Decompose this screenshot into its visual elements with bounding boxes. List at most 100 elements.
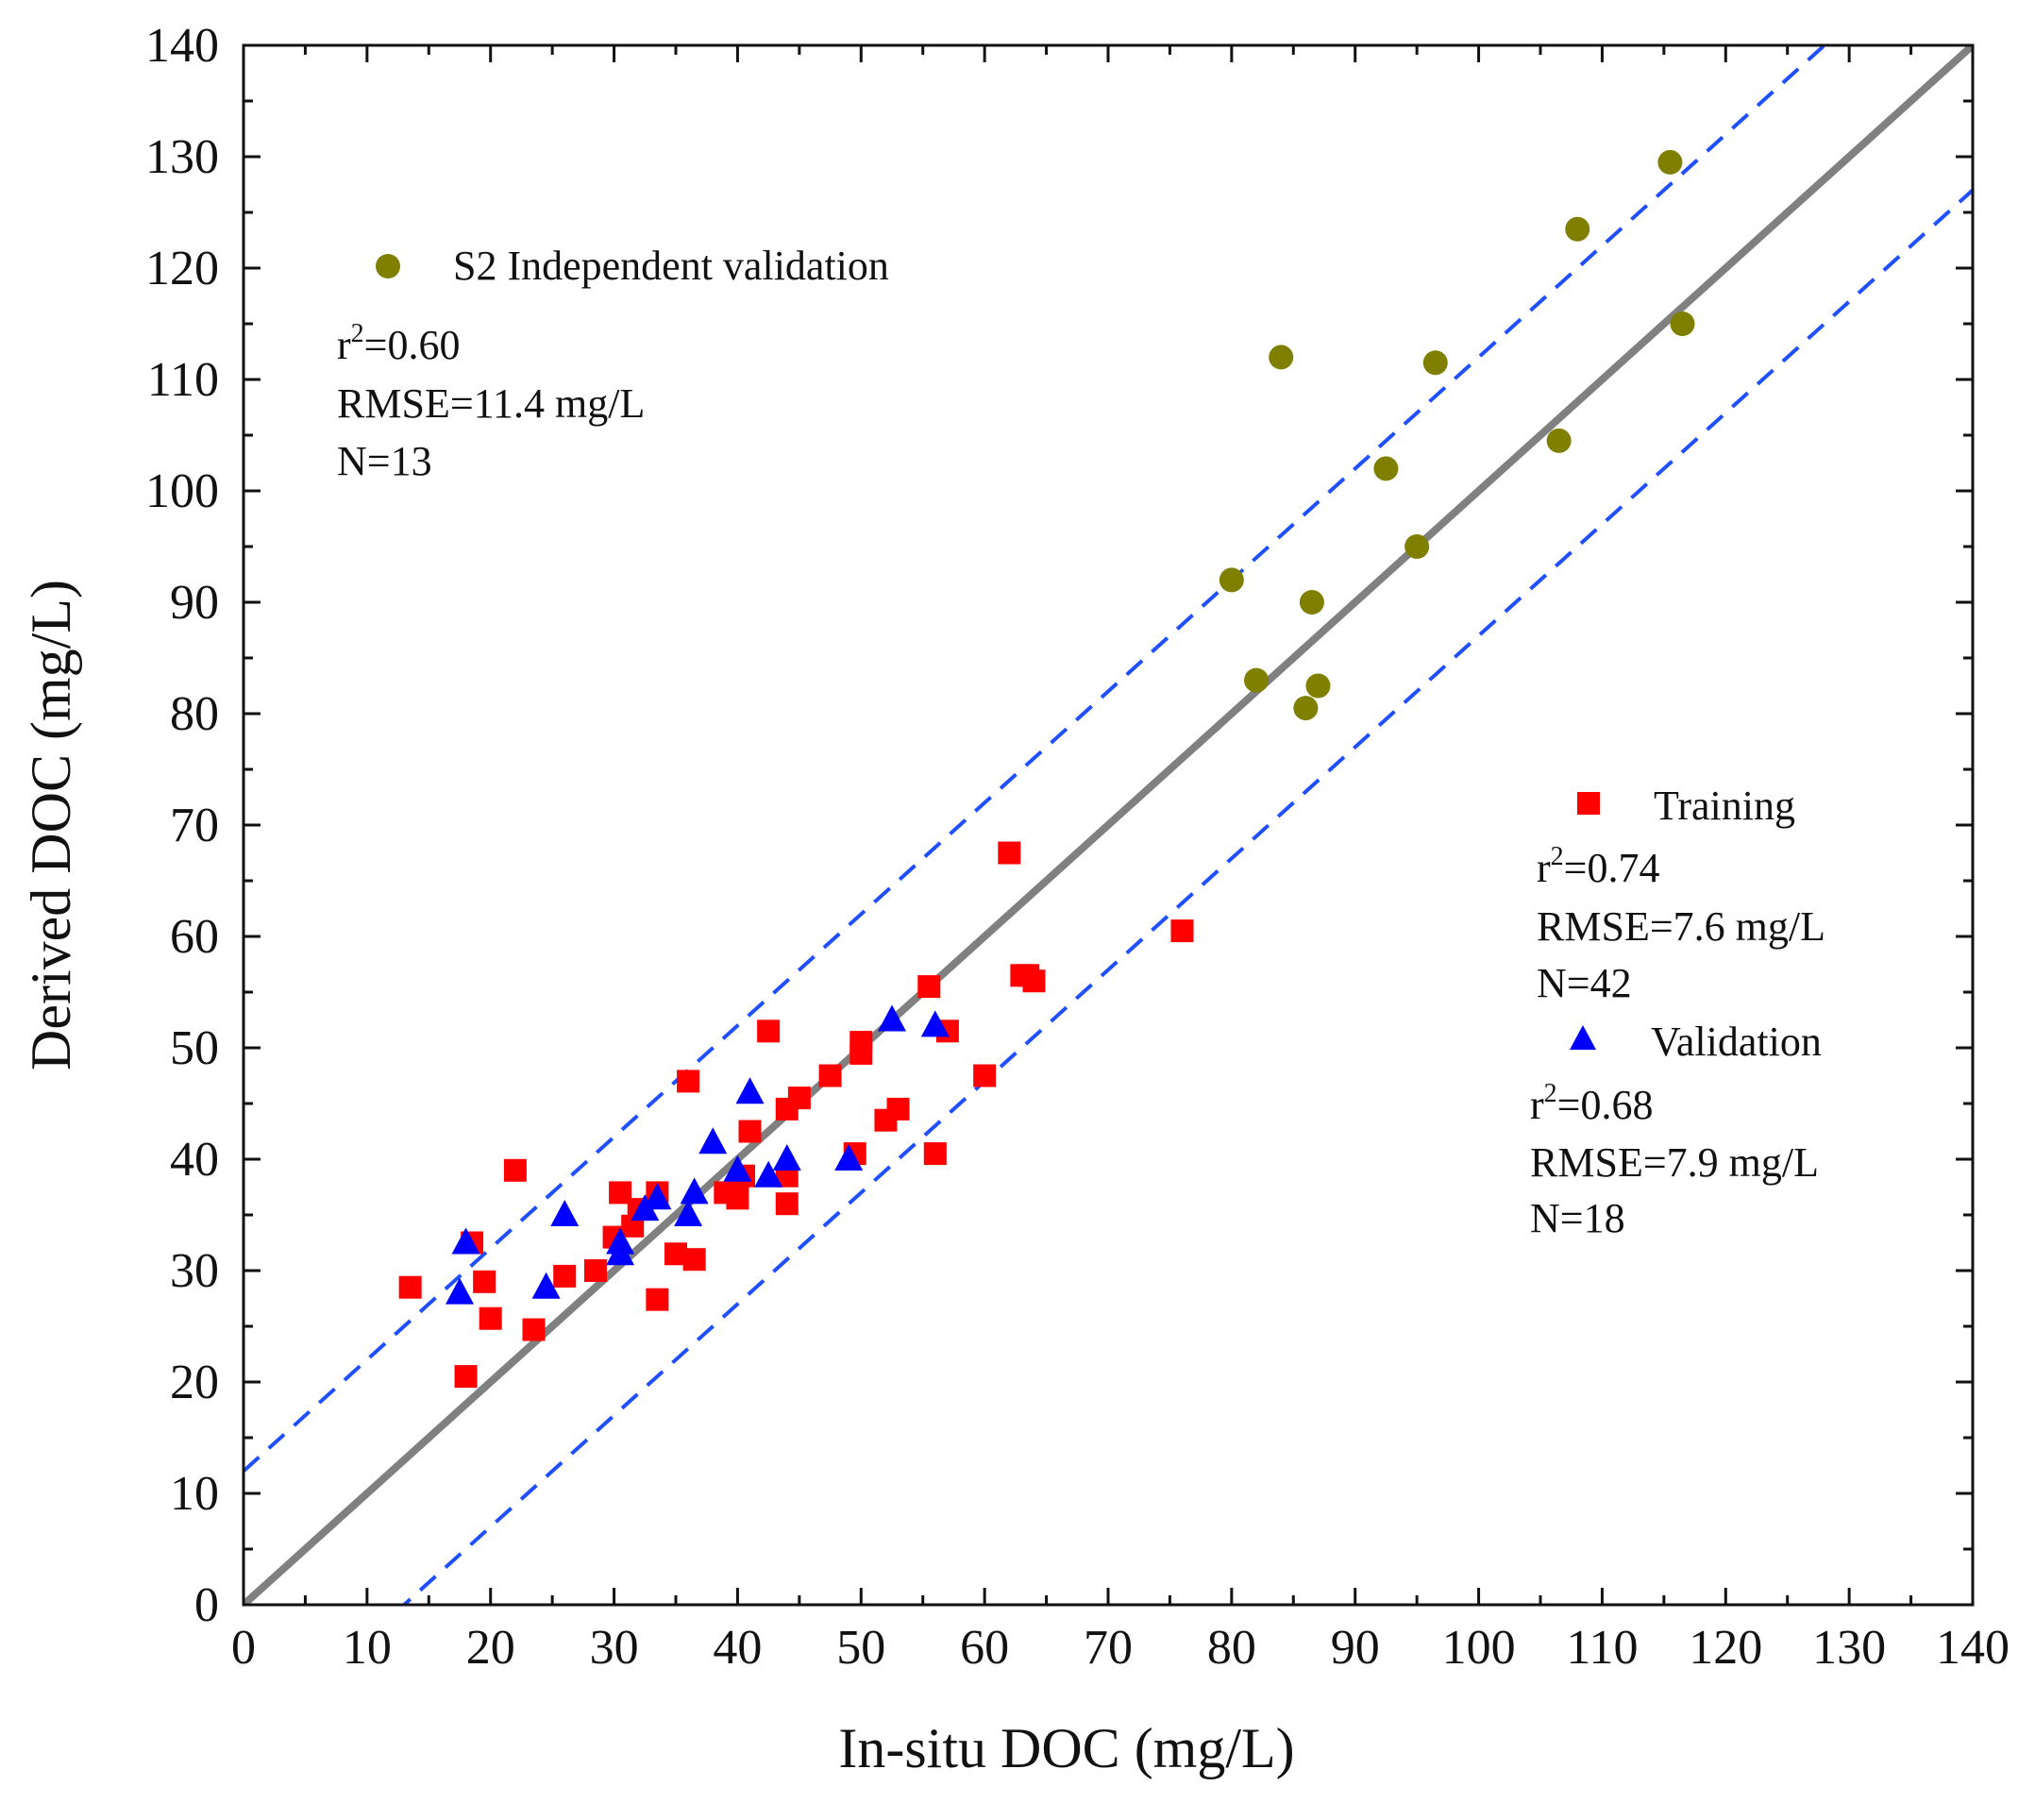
data-point [479, 1306, 502, 1330]
data-point [757, 1020, 781, 1043]
data-point [1404, 534, 1430, 559]
data-point [646, 1288, 669, 1311]
data-point [473, 1270, 496, 1293]
legend-validation: Validation [1570, 1019, 1822, 1065]
one-to-one-line [244, 45, 1973, 1605]
data-point [446, 1277, 474, 1305]
x-tick-label: 30 [590, 1621, 639, 1675]
data-points [398, 149, 1695, 1389]
stats-s2-r2: r2=0.60 [337, 319, 460, 368]
data-point [1170, 919, 1194, 943]
x-tick-label: 70 [1084, 1621, 1133, 1675]
data-point [1670, 312, 1695, 336]
legend-training-label: Training [1654, 783, 1795, 829]
data-point [726, 1187, 749, 1210]
data-point [1305, 673, 1331, 699]
data-point [1219, 567, 1244, 593]
data-point [680, 1177, 709, 1205]
stats-validation-rmse: RMSE=7.9 mg/L [1530, 1139, 1819, 1186]
stats-s2-rmse: RMSE=11.4 mg/L [337, 380, 645, 427]
data-point [553, 1264, 577, 1288]
stats-validation-n: N=18 [1530, 1195, 1625, 1241]
data-point [698, 1127, 728, 1154]
y-tick-label: 100 [145, 464, 219, 518]
y-tick-label: 40 [170, 1133, 219, 1187]
y-tick-label: 90 [170, 576, 219, 630]
y-tick-label: 20 [170, 1356, 219, 1409]
x-tick-label: 110 [1566, 1621, 1638, 1675]
data-point [1422, 350, 1448, 376]
legend-validation-label: Validation [1651, 1019, 1822, 1065]
data-point [917, 975, 941, 999]
data-point [398, 1275, 422, 1299]
x-axis-title: In-situ DOC (mg/L) [838, 1717, 1294, 1779]
stats-s2: r2=0.60 RMSE=11.4 mg/L N=13 [337, 319, 645, 484]
data-point [522, 1318, 546, 1341]
y-tick-label: 10 [170, 1467, 219, 1521]
legend-training-marker [1577, 792, 1600, 815]
data-point [674, 1200, 703, 1226]
y-tick-label: 30 [170, 1244, 219, 1298]
data-point [834, 1144, 864, 1171]
y-tick-label: 80 [170, 687, 219, 741]
legend-s2-label: S2 Independent validation [453, 243, 889, 289]
data-point [1657, 149, 1683, 175]
data-point [735, 1077, 765, 1104]
data-point [451, 1227, 480, 1255]
data-point [1565, 216, 1590, 242]
data-point [920, 1010, 950, 1037]
dashed-bound-line-2 [401, 188, 1973, 1605]
data-point [923, 1142, 947, 1166]
y-tick-label: 140 [145, 19, 219, 73]
x-tick-label: 0 [231, 1621, 256, 1675]
legend-s2-marker [376, 254, 400, 278]
data-point [998, 841, 1021, 865]
stats-validation: r2=0.68 RMSE=7.9 mg/L N=18 [1530, 1079, 1819, 1241]
stats-training-rmse: RMSE=7.6 mg/L [1537, 903, 1825, 950]
y-tick-label: 120 [145, 242, 219, 295]
data-point [1022, 969, 1046, 993]
data-point [677, 1070, 700, 1093]
y-tick-label: 110 [147, 353, 219, 407]
y-tick-label: 70 [170, 799, 219, 852]
data-point [754, 1160, 783, 1188]
x-tick-label: 130 [1812, 1621, 1886, 1675]
data-point [818, 1064, 842, 1087]
x-tick-label: 100 [1442, 1621, 1516, 1675]
data-point [973, 1064, 997, 1087]
series-training [398, 841, 1194, 1389]
stats-validation-r2: r2=0.68 [1530, 1079, 1653, 1128]
data-point [643, 1183, 672, 1210]
data-point [550, 1200, 580, 1226]
data-point [878, 1004, 906, 1032]
x-tick-label: 80 [1207, 1621, 1256, 1675]
x-tick-label: 140 [1936, 1621, 2010, 1675]
stats-training-n: N=42 [1537, 960, 1632, 1006]
y-tick-label: 0 [194, 1578, 219, 1632]
series-validation [446, 1004, 950, 1305]
y-axis-title: Derived DOC (mg/L) [20, 580, 82, 1070]
data-point [1269, 345, 1294, 370]
data-point [787, 1087, 811, 1110]
y-tick-label: 60 [170, 910, 219, 964]
stats-training-r2: r2=0.74 [1537, 842, 1659, 891]
data-point [583, 1259, 607, 1282]
stats-training: r2=0.74 RMSE=7.6 mg/L N=42 [1537, 842, 1825, 1006]
legend-training: Training [1577, 783, 1795, 829]
data-point [1299, 590, 1324, 615]
data-point [886, 1097, 910, 1121]
x-axis-ticks: 0 10 20 30 40 50 60 70 80 90 100 110 120 130 140 [231, 45, 2010, 1675]
x-tick-label: 60 [960, 1621, 1009, 1675]
x-tick-label: 20 [466, 1621, 515, 1675]
x-tick-label: 50 [836, 1621, 885, 1675]
data-point [1546, 428, 1572, 453]
data-point [606, 1227, 635, 1255]
data-point [738, 1120, 762, 1143]
data-point [503, 1158, 527, 1182]
legend-s2: S2 Independent validation [376, 243, 889, 289]
x-tick-label: 120 [1689, 1621, 1762, 1675]
series-s2-independent-validation [1219, 149, 1695, 721]
data-point [849, 1041, 873, 1065]
data-point [1244, 667, 1270, 693]
